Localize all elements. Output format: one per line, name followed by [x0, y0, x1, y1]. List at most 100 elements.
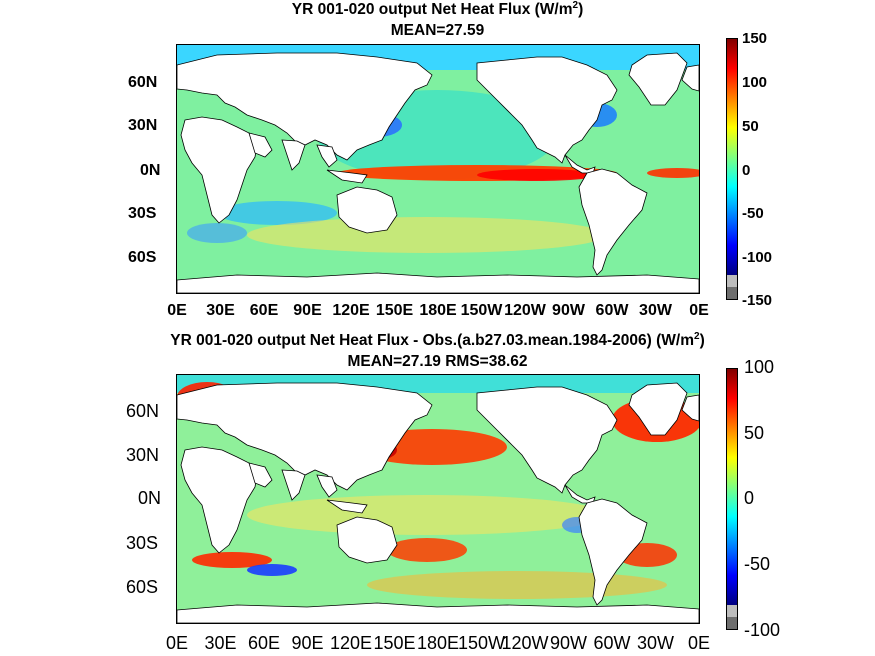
arabia-land — [248, 132, 273, 158]
bottom-x-tick-9: 90W — [549, 633, 587, 653]
indochina-land — [316, 474, 338, 498]
maritime-asia-land — [326, 499, 368, 514]
bottom-y-tick-0n: 0N — [138, 488, 162, 508]
bottom-x-tick-3: 90E — [291, 633, 324, 653]
bottom-x-tick-7: 150W — [457, 633, 506, 653]
north-america-land — [476, 386, 618, 494]
africa-land — [180, 116, 258, 224]
bottom-x-tick-4: 120E — [329, 633, 373, 653]
bottom-x-tick-10: 60W — [593, 633, 631, 653]
top-y-tick-60s: 60S — [128, 249, 157, 266]
central-america-land — [564, 484, 596, 504]
top-cb-tick-m50: -50 — [742, 205, 764, 222]
bottom-x-tick-11: 30W — [636, 633, 674, 653]
top-map-svg — [177, 45, 699, 293]
top-map-plot — [176, 44, 700, 294]
bottom-map-plot — [176, 374, 700, 624]
top-x-tick-7: 150W — [460, 302, 503, 319]
south-america-land — [578, 498, 648, 606]
top-indian-ocean-field — [217, 201, 337, 225]
maritime-asia-land — [326, 169, 368, 184]
top-x-tick-9: 90W — [552, 302, 585, 319]
bottom-colorbar — [726, 368, 738, 630]
top-cb-tick-m150: -150 — [742, 292, 773, 309]
top-x-tick-10: 60W — [595, 302, 629, 319]
bottom-tropical-field — [247, 495, 607, 535]
bottom-x-tick-5: 150E — [373, 633, 416, 653]
bottom-map-title: YR 001-020 output Net Heat Flux - Obs.(a… — [0, 331, 875, 350]
top-colorbar-over — [727, 275, 737, 287]
indochina-land — [316, 144, 338, 168]
south-america-land — [578, 168, 648, 276]
top-title-text: YR 001-020 output Net Heat Flux (W/m — [291, 1, 573, 18]
top-cb-tick-100: 100 — [742, 74, 768, 91]
top-x-tick-6: 180E — [419, 302, 457, 319]
central-america-land — [564, 154, 596, 174]
top-title-sup: 2 — [572, 0, 579, 11]
top-colorbar-gradient — [727, 39, 737, 275]
top-x-tick-0: 0E — [167, 302, 187, 319]
bottom-cb-tick-100: 100 — [744, 357, 775, 377]
top-y-tick-60n: 60N — [128, 74, 158, 91]
bottom-cb-tick-m100: -100 — [744, 620, 781, 640]
bottom-map-svg — [177, 375, 699, 623]
bottom-y-tick-60n: 60N — [126, 401, 160, 421]
top-x-tick-12: 0E — [689, 302, 709, 319]
top-cb-tick-50: 50 — [742, 118, 759, 135]
australia-land — [336, 516, 398, 564]
top-y-tick-30n: 30N — [128, 117, 158, 134]
india-land — [281, 469, 306, 501]
top-eq-pacific-core — [477, 169, 597, 181]
bottom-x-tick-6: 180E — [416, 633, 460, 653]
top-x-tick-2: 60E — [249, 302, 279, 319]
bottom-indian-southern-low — [247, 564, 297, 576]
greenland-land — [628, 382, 688, 436]
greenland-land — [628, 52, 688, 106]
top-colorbar — [726, 38, 738, 300]
bottom-cb-tick-0: 0 — [744, 488, 755, 508]
bottom-cb-tick-50: 50 — [744, 423, 765, 443]
bottom-title-text: YR 001-020 output Net Heat Flux - Obs.(a… — [170, 332, 694, 349]
bottom-x-tick-2: 60E — [247, 633, 281, 653]
bottom-map-subtitle: MEAN=27.19 RMS=38.62 — [347, 353, 528, 370]
arabia-land — [248, 462, 273, 488]
top-map-title: YR 001-020 output Net Heat Flux (W/m2) — [0, 0, 875, 19]
eurasia-land — [177, 52, 433, 161]
north-america-land — [476, 56, 618, 164]
antarctica-land — [177, 602, 699, 623]
top-y-tick-0n: 0N — [140, 162, 161, 179]
bottom-title-sup: 2 — [694, 331, 700, 342]
bottom-y-tick-30n: 30N — [126, 445, 160, 465]
africa-land — [180, 446, 258, 554]
bottom-x-tick-8: 120W — [501, 633, 549, 653]
top-cb-tick-m100: -100 — [742, 249, 773, 266]
bottom-x-tick-0: 0E — [165, 633, 189, 653]
antarctica-land — [177, 272, 699, 293]
top-x-tick-5: 150E — [375, 302, 414, 319]
top-agulhas-field — [187, 223, 247, 243]
bottom-y-tick-60s: 60S — [126, 577, 159, 597]
bottom-title-suffix: ) — [699, 332, 705, 349]
bottom-x-tick-1: 30E — [204, 633, 237, 653]
bottom-colorbar-gradient — [727, 369, 737, 605]
top-title-suffix: ) — [578, 1, 584, 18]
eurasia-east-edge-land — [681, 394, 699, 422]
top-x-tick-8: 120W — [504, 302, 546, 319]
bottom-colorbar-under — [727, 617, 737, 629]
bottom-agulhas-high — [192, 552, 272, 568]
bottom-cb-tick-m50: -50 — [744, 554, 771, 574]
top-cb-tick-0: 0 — [742, 162, 751, 179]
top-y-tick-30s: 30S — [128, 205, 157, 222]
top-map-subtitle: MEAN=27.59 — [390, 22, 485, 39]
eurasia-land — [177, 382, 433, 491]
bottom-x-tick-12: 0E — [687, 633, 711, 653]
top-x-tick-11: 30W — [639, 302, 672, 319]
eurasia-east-edge-land — [681, 64, 699, 92]
australia-land — [336, 186, 398, 234]
bottom-y-tick-30s: 30S — [126, 533, 159, 553]
top-x-tick-1: 30E — [206, 302, 235, 319]
top-eq-atlantic-band — [647, 168, 699, 178]
top-cb-tick-150: 150 — [742, 30, 768, 47]
bottom-tasman-high — [387, 538, 467, 562]
bottom-southern-ocean-band — [367, 571, 667, 599]
